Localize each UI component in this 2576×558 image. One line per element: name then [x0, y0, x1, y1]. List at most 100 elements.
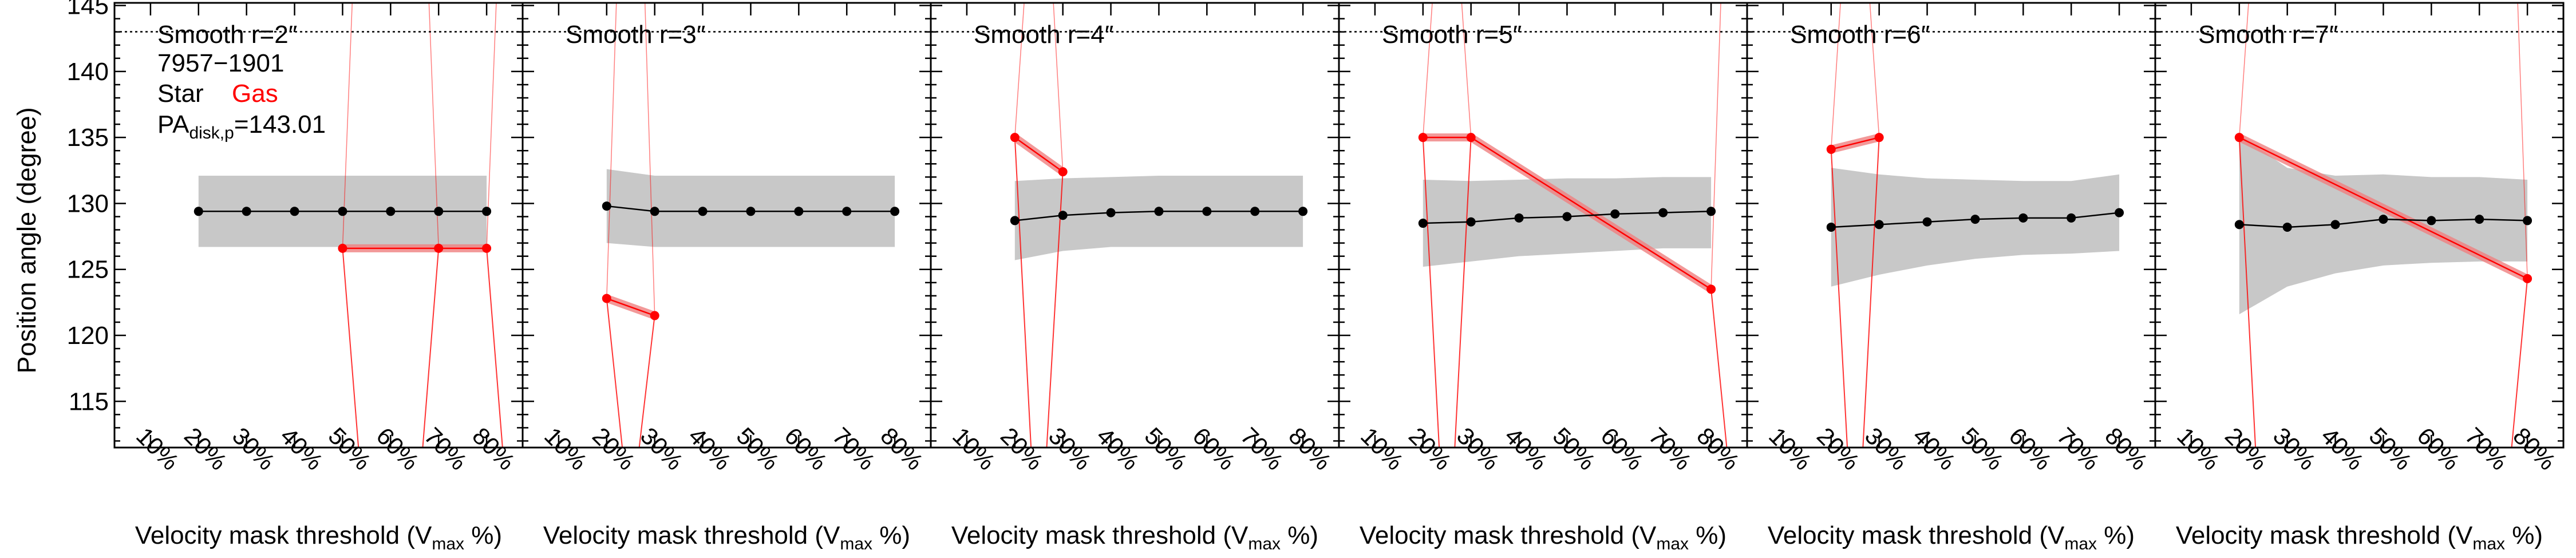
galaxy-id-label: 7957−1901 — [157, 49, 284, 77]
star-point — [842, 207, 852, 216]
star-point — [1250, 207, 1260, 216]
star-point — [386, 207, 396, 216]
gas-point — [1706, 284, 1716, 294]
x-tick-label: 10% — [947, 422, 1001, 476]
star-point — [2282, 222, 2292, 232]
panel-title: Smooth r=6″ — [1790, 21, 1930, 49]
legend-star: Star — [157, 80, 204, 108]
panel-plot-area — [1418, 3, 1728, 448]
star-point — [698, 207, 708, 216]
star-point — [2330, 220, 2340, 229]
gas-connector-line — [486, 248, 503, 448]
x-tick-label: 40% — [275, 422, 329, 476]
x-tick-label: 10% — [1764, 422, 1817, 476]
x-tick-label: 20% — [2220, 422, 2273, 476]
gas-point — [1826, 144, 1836, 154]
gas-connector-line — [1831, 3, 1841, 149]
x-tick-label: 30% — [2268, 422, 2321, 476]
panel-plot-area — [193, 3, 503, 448]
gas-point — [2234, 133, 2244, 143]
star-point — [2475, 215, 2484, 224]
star-point — [434, 207, 444, 216]
star-point — [1418, 219, 1428, 228]
x-tick-label: 80% — [467, 422, 520, 476]
x-tick-label: 70% — [2052, 422, 2105, 476]
star-point — [2067, 213, 2076, 223]
gas-line-segment — [1014, 137, 1064, 173]
star-point — [1298, 207, 1308, 216]
gas-connector-line — [638, 315, 655, 448]
gas-point — [482, 243, 492, 253]
gas-connector-line — [1461, 3, 1472, 138]
y-tick-label: 115 — [69, 387, 109, 415]
x-tick-label: 60% — [1596, 422, 1649, 476]
star-point — [290, 207, 299, 216]
y-tick-label: 145 — [67, 0, 109, 20]
y-tick-label: 130 — [67, 189, 109, 217]
y-tick-label: 135 — [67, 124, 109, 152]
star-point — [1154, 207, 1164, 216]
panel-plot-area — [602, 3, 900, 448]
gas-line-segment — [2239, 137, 2528, 280]
gas-connector-line — [2517, 3, 2528, 279]
x-tick-label: 30% — [1044, 422, 1097, 476]
x-tick-label: 10% — [2172, 422, 2225, 476]
panel-5: 10%20%30%40%50%60%70%80% Velocity mask th… — [1746, 2, 2156, 553]
star-point — [1010, 216, 1020, 225]
gas-connector-line — [428, 3, 439, 248]
x-tick-label: 10% — [131, 422, 184, 476]
star-point — [2018, 213, 2028, 223]
star-point — [1514, 213, 1524, 223]
gas-point — [2523, 274, 2532, 283]
star-point — [242, 207, 251, 216]
x-tick-label: 30% — [227, 422, 280, 476]
x-tick-label: 20% — [1812, 422, 1865, 476]
x-tick-label: 50% — [2364, 422, 2417, 476]
gas-connector-line — [342, 3, 353, 248]
gas-point — [1466, 133, 1476, 143]
x-tick-label: 80% — [1692, 422, 1745, 476]
panel-title: Smooth r=5″ — [1382, 21, 1522, 49]
gas-point — [1058, 167, 1068, 177]
star-point — [1202, 207, 1212, 216]
gas-connector-line — [1423, 3, 1433, 138]
x-axis-label: Velocity mask threshold (Vmax %) — [951, 521, 1318, 553]
star-point — [338, 207, 347, 216]
gas-connector-line — [1014, 137, 1032, 448]
x-tick-label: 30% — [1860, 422, 1913, 476]
gas-connector-line — [486, 3, 497, 248]
star-uncertainty-band — [2239, 134, 2528, 315]
panel-3: 10%20%30%40%50%60%70%80% Velocity mask th… — [930, 2, 1340, 553]
x-tick-label: 40% — [1908, 422, 1961, 476]
gas-point — [1418, 133, 1428, 143]
gas-connector-line — [1422, 137, 1440, 448]
panel-plot-area — [2234, 3, 2532, 448]
x-axis-label: Velocity mask threshold (Vmax %) — [2176, 521, 2543, 553]
gas-point — [1010, 133, 1020, 143]
gas-connector-line — [606, 3, 617, 299]
gas-line-segment — [1831, 136, 1879, 151]
star-point — [1706, 207, 1716, 216]
x-tick-label: 70% — [419, 422, 472, 476]
x-tick-label: 80% — [2100, 422, 2153, 476]
gas-connector-line — [2238, 137, 2257, 448]
panel-4: 10%20%30%40%50%60%70%80% Velocity mask th… — [1338, 2, 1748, 553]
x-tick-label: 40% — [1500, 422, 1553, 476]
gas-line-segment — [1471, 137, 1712, 290]
star-point — [794, 207, 804, 216]
gas-point — [434, 243, 444, 253]
star-point — [746, 207, 756, 216]
gas-connector-line — [1869, 3, 1880, 138]
star-point — [2234, 220, 2244, 229]
gas-point — [338, 243, 347, 253]
x-tick-label: 50% — [1548, 422, 1601, 476]
gas-connector-line — [1830, 149, 1848, 448]
x-tick-label: 40% — [1092, 422, 1145, 476]
panel-title: Smooth r=4″ — [974, 21, 1113, 49]
star-point — [1562, 212, 1572, 221]
star-point — [193, 207, 203, 216]
x-tick-label: 80% — [875, 422, 929, 476]
gas-connector-line — [1710, 3, 1721, 290]
x-tick-label: 10% — [1356, 422, 1409, 476]
